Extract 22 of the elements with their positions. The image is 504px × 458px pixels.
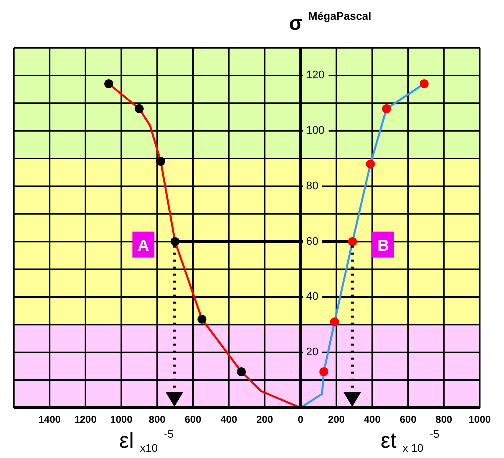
y-tick-label: 60 (306, 236, 319, 248)
x-tick-label: 1000 (110, 415, 134, 426)
annotation: A (138, 238, 150, 255)
x-tick-label: 600 (400, 415, 418, 426)
x-tick-label: 1000 (468, 415, 492, 426)
annotation: B (378, 238, 390, 255)
x-tick-label: 800 (149, 415, 166, 426)
x-tick-label: 1200 (74, 415, 98, 426)
y-tick-label: 20 (306, 346, 319, 359)
x-tick-label: 600 (184, 415, 202, 426)
y-tick-label: 120 (306, 70, 325, 82)
x-tick-label: 400 (220, 415, 238, 426)
x-tick-label: 400 (364, 415, 382, 426)
x-tick-label: 200 (328, 415, 346, 426)
y-tick-label: 80 (306, 180, 319, 192)
x-tick-label: 0 (298, 415, 304, 426)
y-axis-title: σ $^{MégaPascal}$ (289, 11, 372, 35)
y-tick-label: 100 (306, 125, 325, 138)
x-tick-label: 200 (256, 415, 274, 426)
x-tick-label: 800 (436, 415, 453, 426)
x-tick-label: 1400 (38, 415, 62, 426)
y-tick-label: 40 (306, 291, 319, 304)
